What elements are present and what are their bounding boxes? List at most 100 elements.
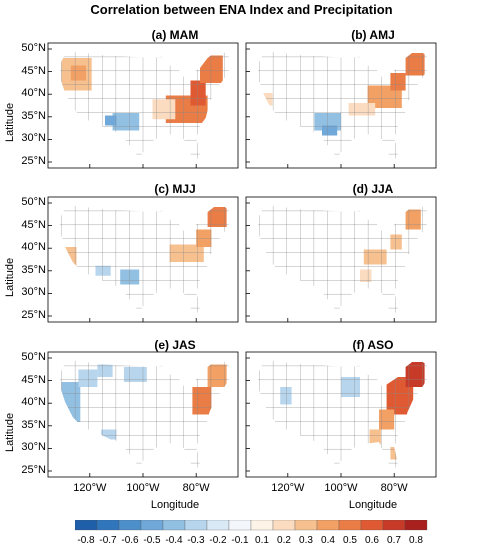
lon-tick-label: 120°W <box>271 482 305 494</box>
lat-tick-label: 35°N <box>21 418 46 431</box>
panel-title-e: (e) JAS <box>154 338 196 352</box>
correlation-region <box>390 234 402 250</box>
panel-title-f: (f) ASO <box>352 338 394 352</box>
lat-tick-label: 25°N <box>21 155 46 167</box>
lon-tick-label: 80°W <box>380 482 408 494</box>
colorbar-tick-label: 0.6 <box>365 535 379 546</box>
us-outline <box>257 358 428 471</box>
colorbar-tick-label: 0.8 <box>409 535 423 546</box>
colorbar-tick-label: 0.7 <box>387 535 401 546</box>
correlation-region <box>207 364 227 387</box>
colorbar-swatch <box>338 520 362 531</box>
colorbar-tick-label: -0.4 <box>165 535 183 546</box>
lat-tick-label: 35°N <box>21 263 46 276</box>
map-panel-e <box>47 351 239 478</box>
correlation-region <box>105 115 117 126</box>
correlation-region <box>192 387 212 415</box>
correlation-region <box>363 249 387 265</box>
lat-tick-label: 30°N <box>21 132 46 145</box>
correlation-region <box>97 364 113 377</box>
lon-tick-label: 120°W <box>73 482 107 494</box>
panel-title-d: (d) JJA <box>352 182 394 196</box>
colorbar-swatch <box>96 520 120 531</box>
correlation-region <box>360 269 372 282</box>
colorbar-tick-label: -0.5 <box>143 535 161 546</box>
colorbar-swatch <box>382 520 406 531</box>
lat-tick-label: 40°N <box>21 241 46 254</box>
correlation-region <box>261 93 273 106</box>
colorbar-swatch <box>250 520 274 531</box>
lon-tick-label: 80°W <box>182 482 210 494</box>
map-panel-b <box>245 42 437 169</box>
correlation-region <box>70 65 86 81</box>
us-outline <box>59 49 230 162</box>
lat-tick-label: 35°N <box>21 109 46 122</box>
colorbar-tick-label: -0.6 <box>121 535 139 546</box>
correlation-region <box>379 409 395 430</box>
correlation-region <box>120 269 140 285</box>
correlation-region <box>367 85 402 108</box>
correlation-region <box>405 362 425 387</box>
correlation-region <box>348 103 376 116</box>
lat-tick-label: 40°N <box>21 396 46 409</box>
correlation-region <box>405 53 425 76</box>
lon-tick-label: 100°W <box>126 482 160 494</box>
map-panel-d <box>245 196 437 323</box>
us-outline <box>257 49 428 162</box>
lat-tick-label: 50°N <box>21 351 46 363</box>
us-outline <box>59 358 230 471</box>
correlation-region <box>78 369 98 387</box>
correlation-region <box>112 113 140 131</box>
colorbar-tick-label: 0.1 <box>255 535 269 546</box>
map-panel-c <box>47 196 239 323</box>
colorbar-swatch <box>140 520 164 531</box>
correlation-region <box>390 73 406 91</box>
correlation-region <box>390 447 398 460</box>
colorbar-tick-label: -0.1 <box>231 535 249 546</box>
correlation-region <box>405 209 421 230</box>
colorbar-tick-label: -0.7 <box>99 535 117 546</box>
lat-tick-label: 25°N <box>21 464 46 476</box>
colorbar-swatch <box>294 520 318 531</box>
us-outline <box>59 203 230 316</box>
colorbar-swatch <box>184 520 208 531</box>
colorbar-tick-label: 0.5 <box>343 535 357 546</box>
xlabel-right: Longitude <box>348 499 398 511</box>
correlation-region <box>169 244 204 262</box>
colorbar-swatch <box>360 520 384 531</box>
colorbar-swatch <box>75 520 98 531</box>
colorbar-tick-label: -0.8 <box>77 535 95 546</box>
correlation-region <box>101 429 117 440</box>
correlation-region <box>95 265 111 276</box>
colorbar-swatch <box>404 520 428 531</box>
lat-tick-label: 45°N <box>21 64 46 77</box>
colorbar-tick-label: -0.3 <box>187 535 205 546</box>
lat-tick-label: 30°N <box>21 441 46 454</box>
colorbar-tick-label: -0.2 <box>209 535 227 546</box>
lat-tick-label: 30°N <box>21 286 46 299</box>
colorbar-tick-label: 0.4 <box>321 535 335 546</box>
map-panel-f <box>245 351 437 478</box>
correlation-region <box>124 367 147 382</box>
colorbar-swatch <box>316 520 340 531</box>
lon-tick-label: 100°W <box>324 482 358 494</box>
colorbar-tick-label: 0.3 <box>299 535 313 546</box>
correlation-region <box>341 377 360 397</box>
panel-title-b: (b) AMJ <box>351 28 395 42</box>
panel-title-a: (a) MAM <box>151 28 199 42</box>
xlabel-left: Longitude <box>150 499 200 511</box>
lat-tick-label: 25°N <box>21 309 46 321</box>
colorbar: -0.8 -0.7 -0.6 -0.5 -0.4 -0.3 -0.2 -0.1 0.1 0.2 0.… <box>75 520 428 546</box>
correlation-region <box>207 207 227 227</box>
colorbar-swatch <box>228 520 252 531</box>
colorbar-swatch <box>206 520 230 531</box>
lat-tick-label: 50°N <box>21 196 46 208</box>
correlation-region <box>152 99 176 120</box>
figure-title: Correlation between ENA Index and Precip… <box>90 2 393 17</box>
colorbar-swatch <box>118 520 142 531</box>
correlation-region <box>190 80 206 106</box>
lat-tick-label: 45°N <box>21 373 46 386</box>
colorbar-swatch <box>162 520 186 531</box>
correlation-region <box>322 125 338 136</box>
